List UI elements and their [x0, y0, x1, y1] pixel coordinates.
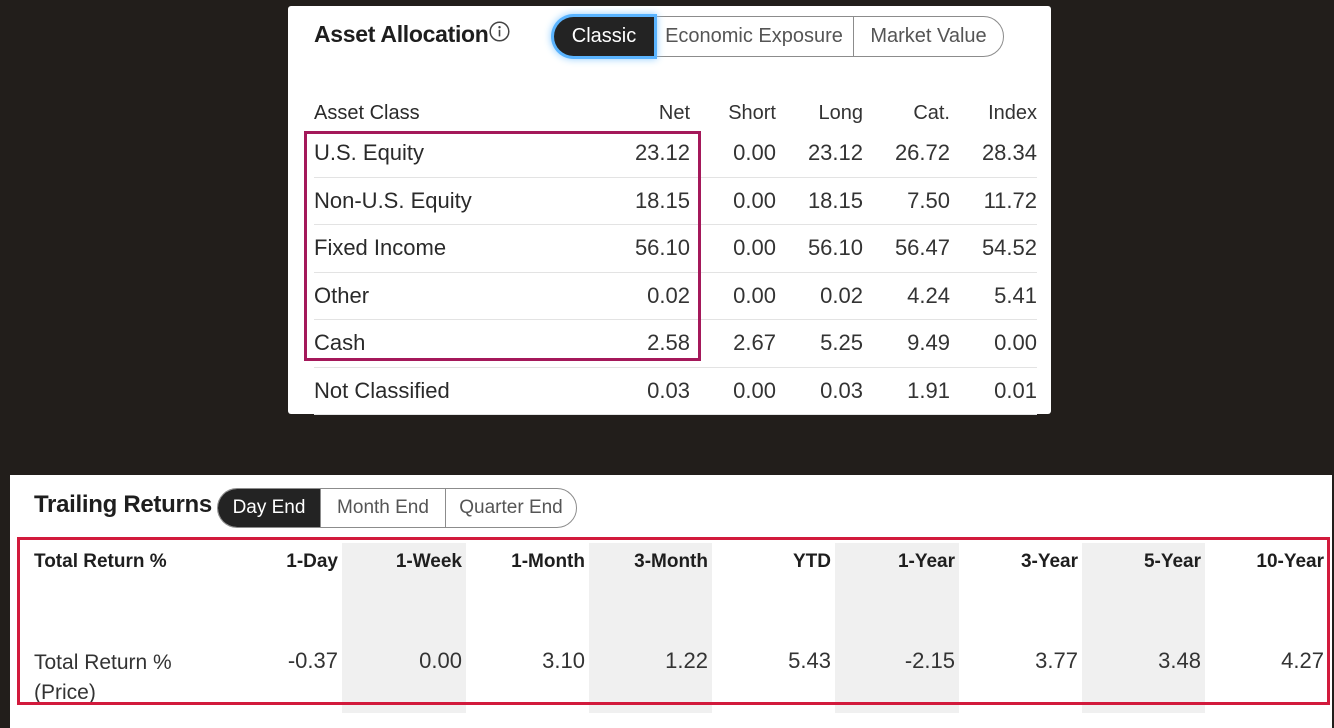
long-value: 23.12 [807, 140, 863, 166]
column-header-index: Index [988, 101, 1037, 124]
column-header: 5-Year [1143, 551, 1201, 572]
trailing-returns-panel: Trailing Returns Day End Month End Quart… [10, 475, 1332, 728]
short-value: 0.00 [733, 282, 776, 308]
long-value: 0.03 [820, 377, 863, 403]
net-value: 56.10 [634, 235, 690, 261]
row-header-total-return: Total Return % [34, 551, 167, 572]
long-value: 0.02 [820, 282, 863, 308]
long-value: 18.15 [807, 187, 863, 213]
index-value: 0.00 [994, 330, 1037, 356]
index-value: 28.34 [981, 140, 1037, 166]
short-value: 0.00 [733, 187, 776, 213]
column-10-year: 10-Year 4.27 [1205, 543, 1328, 713]
cat-value: 7.50 [907, 187, 950, 213]
column-header: 1-Day [286, 551, 338, 572]
tab-month-end[interactable]: Month End [320, 489, 445, 527]
column-header: 3-Month [634, 551, 708, 572]
column-header-cat: Cat. [913, 101, 950, 124]
asset-class-name: U.S. Equity [314, 140, 425, 166]
trailing-returns-table: Total Return % Total Return % (Price) 1-… [30, 543, 1328, 713]
column-header-asset-class: Asset Class [314, 101, 420, 124]
cat-value: 56.47 [894, 235, 950, 261]
net-value: 0.03 [647, 377, 690, 403]
table-row: Fixed Income 56.10 0.00 56.10 56.47 54.5… [314, 225, 1037, 273]
index-value: 11.72 [983, 187, 1037, 213]
column-5-year: 5-Year 3.48 [1082, 543, 1205, 713]
return-value: 3.48 [1158, 648, 1201, 673]
column-1-year: 1-Year -2.15 [835, 543, 959, 713]
return-value: 1.22 [665, 648, 708, 673]
cat-value: 1.91 [907, 377, 950, 403]
asset-class-name: Non-U.S. Equity [314, 187, 472, 213]
column-header: 10-Year [1256, 551, 1324, 572]
table-row: Other 0.02 0.00 0.02 4.24 5.41 [314, 273, 1037, 320]
short-value: 0.00 [733, 235, 776, 261]
table-row: Not Classified 0.03 0.00 0.03 1.91 0.01 [314, 368, 1037, 415]
short-value: 0.00 [733, 140, 776, 166]
asset-class-name: Other [314, 282, 370, 308]
column-header: 1-Week [395, 551, 462, 572]
return-value: 3.10 [542, 648, 585, 673]
return-value: 3.77 [1035, 648, 1078, 673]
asset-class-name: Fixed Income [314, 235, 447, 261]
index-value: 0.01 [994, 377, 1037, 403]
column-3-month: 3-Month 1.22 [589, 543, 712, 713]
column-ytd: YTD 5.43 [712, 543, 835, 713]
table-row: Cash 2.58 2.67 5.25 9.49 0.00 [314, 320, 1037, 368]
net-value: 2.58 [647, 330, 690, 356]
return-value: 5.43 [788, 648, 831, 673]
tab-classic[interactable]: Classic [554, 17, 654, 56]
info-icon[interactable] [489, 21, 510, 42]
long-value: 5.25 [820, 330, 863, 356]
asset-allocation-title: Asset Allocation [314, 21, 489, 47]
tab-day-end[interactable]: Day End [218, 489, 320, 527]
column-header-long: Long [818, 101, 864, 124]
return-value: -0.37 [287, 648, 338, 673]
return-value: 0.00 [419, 648, 462, 673]
net-value: 23.12 [634, 140, 690, 166]
column-1-day: 1-Day -0.37 [218, 543, 342, 713]
asset-allocation-table: Asset Class Net Short Long Cat. Index U.… [314, 96, 1037, 415]
allocation-view-toggle: Classic Economic Exposure Market Value [553, 16, 1004, 57]
tab-economic-exposure[interactable]: Economic Exposure [654, 17, 853, 56]
short-value: 0.00 [733, 377, 776, 403]
table-header-row: Asset Class Net Short Long Cat. Index [314, 96, 1037, 130]
table-row: Non-U.S. Equity 18.15 0.00 18.15 7.50 11… [314, 178, 1037, 225]
trailing-returns-title: Trailing Returns [34, 491, 212, 518]
net-value: 0.02 [647, 282, 690, 308]
column-header: 1-Month [511, 551, 585, 572]
tab-market-value[interactable]: Market Value [853, 17, 1003, 56]
column-header-short: Short [728, 101, 776, 124]
tab-quarter-end[interactable]: Quarter End [445, 489, 576, 527]
long-value: 56.10 [807, 235, 863, 261]
table-row: U.S. Equity 23.12 0.00 23.12 26.72 28.34 [314, 130, 1037, 178]
column-header: 1-Year [897, 551, 955, 572]
cat-value: 26.72 [894, 140, 950, 166]
return-value: -2.15 [904, 648, 955, 673]
column-header: 3-Year [1020, 551, 1078, 572]
cat-value: 9.49 [907, 330, 950, 356]
column-header-net: Net [658, 101, 690, 124]
returns-period-toggle: Day End Month End Quarter End [217, 488, 577, 528]
short-value: 2.67 [733, 330, 776, 356]
column-3-year: 3-Year 3.77 [959, 543, 1082, 713]
asset-class-name: Cash [314, 330, 366, 356]
cat-value: 4.24 [907, 282, 950, 308]
return-value: 4.27 [1281, 648, 1324, 673]
column-1-month: 1-Month 3.10 [466, 543, 589, 713]
net-value: 18.15 [634, 187, 690, 213]
column-header: YTD [793, 551, 831, 572]
asset-allocation-panel: Asset Allocation Classic Economic Exposu… [288, 6, 1051, 415]
column-1-week: 1-Week 0.00 [342, 543, 466, 713]
index-value: 5.41 [994, 282, 1037, 308]
asset-class-name: Not Classified [314, 377, 450, 403]
index-value: 54.52 [981, 235, 1037, 261]
row-label-total-return-price: Total Return % (Price) [34, 651, 172, 704]
